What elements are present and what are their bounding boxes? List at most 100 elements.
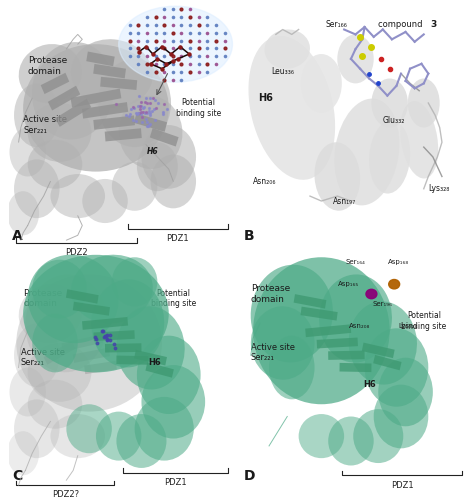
Ellipse shape — [23, 255, 169, 372]
Ellipse shape — [314, 142, 360, 210]
Polygon shape — [71, 88, 121, 108]
Text: Ser₁₉₆: Ser₁₉₆ — [373, 301, 393, 307]
Polygon shape — [339, 363, 372, 372]
Polygon shape — [93, 64, 126, 78]
Ellipse shape — [32, 42, 114, 140]
Ellipse shape — [372, 78, 408, 128]
Ellipse shape — [71, 254, 153, 324]
Polygon shape — [116, 356, 148, 364]
Ellipse shape — [378, 358, 433, 426]
Ellipse shape — [96, 412, 141, 461]
Text: Ser₁₆₆: Ser₁₆₆ — [326, 20, 348, 29]
Ellipse shape — [135, 397, 194, 460]
Text: Asp₁₆₅: Asp₁₆₅ — [338, 281, 359, 287]
Ellipse shape — [27, 140, 82, 188]
Ellipse shape — [141, 365, 205, 438]
Polygon shape — [134, 114, 167, 132]
Ellipse shape — [366, 290, 377, 298]
Ellipse shape — [112, 162, 157, 211]
Ellipse shape — [27, 103, 91, 162]
Text: Potential
binding site: Potential binding site — [176, 98, 221, 117]
Text: Active site
Ser₂₂₁: Active site Ser₂₂₁ — [251, 343, 295, 362]
Ellipse shape — [91, 280, 164, 368]
Polygon shape — [73, 302, 110, 316]
Ellipse shape — [9, 128, 46, 176]
Ellipse shape — [50, 174, 105, 218]
Polygon shape — [100, 77, 137, 90]
Polygon shape — [41, 72, 69, 94]
Text: Lys₃₂₈: Lys₃₂₈ — [428, 184, 450, 193]
Text: Potential
binding site: Potential binding site — [401, 311, 447, 330]
Ellipse shape — [349, 302, 417, 384]
Polygon shape — [293, 294, 327, 308]
Ellipse shape — [117, 306, 185, 390]
Text: Asn₂₀₈: Asn₂₀₈ — [349, 323, 371, 329]
Polygon shape — [105, 344, 142, 352]
Ellipse shape — [14, 324, 60, 387]
Ellipse shape — [25, 274, 108, 372]
Text: PDZ2?: PDZ2? — [52, 490, 79, 500]
Text: Asn₁₉₇: Asn₁₉₇ — [333, 196, 356, 205]
Text: Active site
Ser₂₂₁: Active site Ser₂₂₁ — [21, 348, 65, 368]
Ellipse shape — [299, 414, 344, 458]
Ellipse shape — [14, 84, 60, 147]
Text: Protease
domain: Protease domain — [27, 56, 67, 76]
Text: D: D — [244, 468, 255, 482]
Text: Active site
Ser₂₂₁: Active site Ser₂₂₁ — [23, 116, 67, 134]
Text: H6: H6 — [149, 358, 162, 367]
Ellipse shape — [334, 98, 400, 206]
Ellipse shape — [16, 274, 162, 411]
Polygon shape — [93, 116, 135, 130]
Ellipse shape — [71, 39, 153, 108]
Text: compound: compound — [378, 20, 425, 29]
Ellipse shape — [18, 44, 82, 103]
Polygon shape — [62, 334, 103, 352]
Polygon shape — [82, 317, 128, 330]
Ellipse shape — [319, 274, 392, 362]
Ellipse shape — [151, 154, 196, 208]
Ellipse shape — [337, 34, 374, 84]
Polygon shape — [150, 128, 179, 146]
Text: Asn₂₀₆: Asn₂₀₆ — [253, 177, 277, 186]
Ellipse shape — [32, 260, 87, 318]
Text: Glu₃₃₂: Glu₃₃₂ — [383, 116, 405, 124]
Text: Asp₁₆₈: Asp₁₆₈ — [388, 259, 409, 265]
Polygon shape — [73, 348, 110, 363]
Ellipse shape — [264, 30, 310, 68]
Polygon shape — [317, 338, 358, 348]
Ellipse shape — [301, 54, 342, 113]
Text: PDZ1: PDZ1 — [164, 478, 187, 487]
Ellipse shape — [112, 257, 157, 306]
Ellipse shape — [27, 343, 91, 402]
Ellipse shape — [137, 142, 178, 191]
Ellipse shape — [98, 59, 171, 147]
Polygon shape — [305, 324, 351, 337]
Polygon shape — [362, 342, 395, 358]
Text: PDZ2: PDZ2 — [65, 248, 88, 257]
Ellipse shape — [251, 264, 333, 362]
Polygon shape — [146, 362, 174, 378]
Ellipse shape — [389, 280, 400, 289]
Text: Potential
binding site: Potential binding site — [151, 289, 196, 308]
Ellipse shape — [328, 416, 374, 466]
Text: H6: H6 — [363, 380, 375, 389]
Ellipse shape — [28, 254, 118, 343]
Ellipse shape — [50, 414, 105, 458]
Ellipse shape — [14, 160, 60, 218]
Text: Protease
domain: Protease domain — [23, 289, 63, 308]
Ellipse shape — [32, 314, 78, 372]
Ellipse shape — [9, 368, 46, 416]
Ellipse shape — [7, 431, 39, 476]
Polygon shape — [82, 102, 128, 118]
Text: PDZ1: PDZ1 — [391, 480, 413, 490]
Ellipse shape — [118, 6, 232, 82]
Ellipse shape — [374, 384, 428, 448]
Ellipse shape — [82, 179, 128, 223]
Ellipse shape — [365, 328, 428, 406]
Polygon shape — [66, 289, 99, 304]
Polygon shape — [301, 306, 337, 320]
Ellipse shape — [117, 414, 166, 468]
Text: Lys₃₂₈: Lys₃₂₈ — [398, 323, 418, 329]
Ellipse shape — [353, 409, 403, 463]
Ellipse shape — [408, 78, 440, 128]
